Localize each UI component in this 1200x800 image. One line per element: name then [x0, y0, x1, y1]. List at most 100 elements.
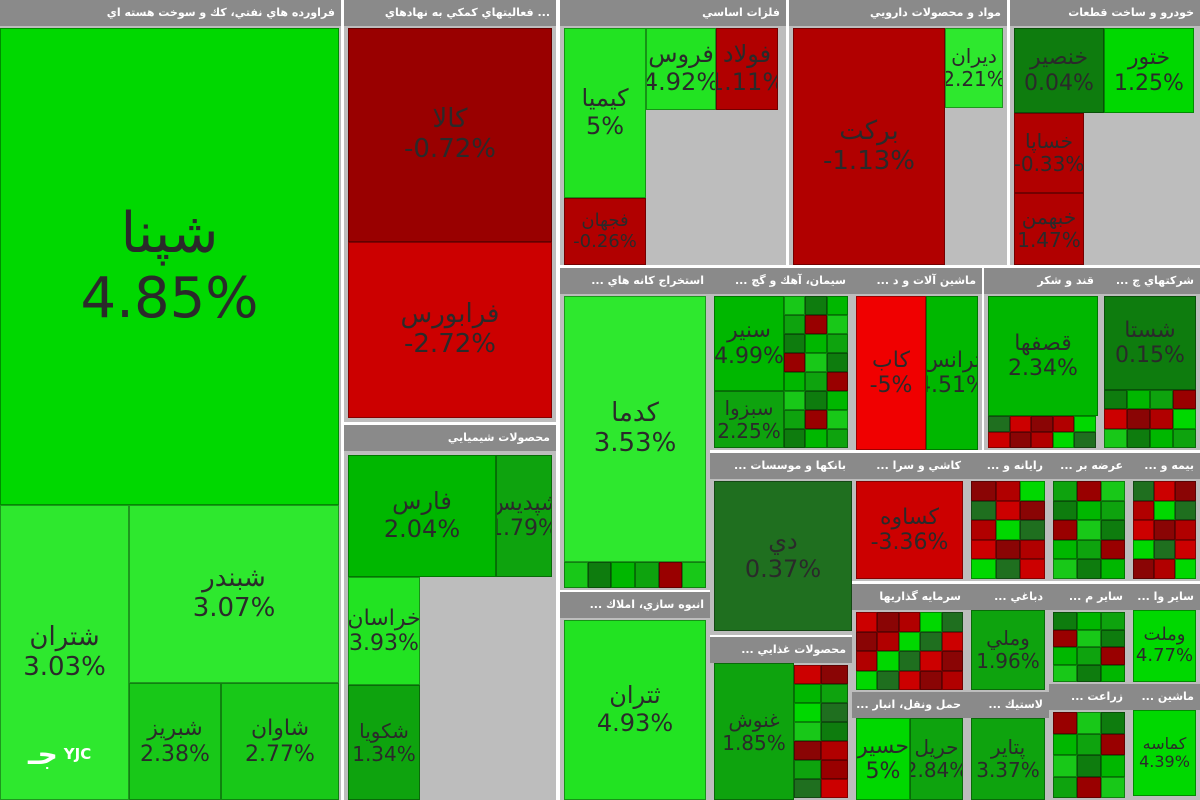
small-stock-tile[interactable]: [1074, 432, 1096, 448]
small-stock-tile[interactable]: [1154, 539, 1175, 560]
small-stock-tile[interactable]: [1101, 539, 1125, 560]
stock-tile[interactable]: كساوه -3.36%: [856, 481, 963, 579]
small-stock-tile[interactable]: [856, 651, 878, 671]
small-stock-tile[interactable]: [821, 779, 848, 798]
stock-tile[interactable]: شستا 0.15%: [1104, 296, 1196, 390]
small-stock-tile[interactable]: [877, 631, 899, 651]
sector-block[interactable]: ساير م ...: [1049, 584, 1129, 684]
small-stock-tile[interactable]: [1104, 409, 1127, 429]
small-stock-tile[interactable]: [1133, 559, 1154, 579]
stock-tile[interactable]: ختور 1.25%: [1104, 28, 1194, 113]
small-stock-tile[interactable]: [1150, 390, 1173, 410]
small-stock-tile[interactable]: [826, 315, 848, 334]
stock-tile[interactable]: شپديس1.79%: [496, 455, 552, 577]
small-stock-tile[interactable]: [941, 631, 963, 651]
small-stock-tile[interactable]: [794, 779, 821, 798]
sector-block[interactable]: بانكها و موسسات ... دي 0.37%: [710, 453, 852, 635]
small-stock-tile[interactable]: [1175, 520, 1196, 540]
small-stock-tile[interactable]: [826, 372, 848, 391]
small-stock-tile[interactable]: [1133, 520, 1154, 540]
small-stock-tile[interactable]: [821, 760, 848, 779]
small-stock-tile[interactable]: [941, 670, 963, 690]
small-stock-tile[interactable]: [794, 665, 821, 684]
small-stock-tile[interactable]: [794, 741, 821, 760]
small-stock-tile[interactable]: [1175, 539, 1196, 560]
small-stock-tile[interactable]: [805, 429, 827, 448]
small-stock-tile[interactable]: [821, 722, 848, 741]
small-stock-tile[interactable]: [1101, 776, 1125, 798]
small-stock-tile[interactable]: [1031, 432, 1053, 448]
stock-tile[interactable]: كالا -0.72%: [348, 28, 552, 242]
small-stock-tile[interactable]: [995, 500, 1021, 521]
small-stock-tile[interactable]: [1101, 629, 1125, 647]
small-stock-tile[interactable]: [877, 612, 899, 632]
stock-tile[interactable]: وملي 1.96%: [971, 610, 1045, 690]
stock-tile[interactable]: قصفها 2.34%: [988, 296, 1098, 416]
small-stock-tile[interactable]: [1052, 432, 1075, 448]
small-stock-tile[interactable]: [1127, 428, 1150, 448]
small-stock-tile[interactable]: [805, 334, 827, 353]
small-stock-tile[interactable]: [988, 416, 1010, 432]
small-stock-tile[interactable]: [1154, 481, 1175, 501]
small-stock-tile[interactable]: [1009, 416, 1032, 432]
small-stock-tile[interactable]: [1053, 520, 1077, 540]
small-stock-tile[interactable]: [920, 612, 942, 632]
small-stock-tile[interactable]: [1104, 428, 1127, 448]
small-stock-tile[interactable]: [1052, 416, 1075, 432]
small-stock-tile[interactable]: [941, 612, 963, 632]
sector-block[interactable]: ماشين آلات و د ...كاب-5%ترانس4.51%: [852, 268, 982, 450]
small-stock-tile[interactable]: [1020, 539, 1045, 560]
stock-tile[interactable]: غنوش 1.85%: [714, 663, 794, 800]
small-stock-tile[interactable]: [784, 334, 806, 353]
stock-tile[interactable]: كيميا 5%: [564, 28, 646, 198]
sector-block[interactable]: ... فعاليتهاي كمكي به نهادهاي كالا -0.72% ف…: [344, 0, 556, 422]
small-stock-tile[interactable]: [805, 315, 827, 334]
small-stock-tile[interactable]: [1009, 432, 1032, 448]
sector-block[interactable]: فراورده هاي نفتي، كك و سوخت هسته اي شپنا 4…: [0, 0, 341, 800]
stock-tile[interactable]: ثتران 4.93%: [564, 620, 706, 800]
small-stock-tile[interactable]: [821, 665, 848, 684]
small-stock-tile[interactable]: [826, 353, 848, 372]
stock-tile[interactable]: شكويا 1.34%: [348, 685, 420, 800]
small-stock-tile[interactable]: [1053, 664, 1077, 682]
small-stock-tile[interactable]: [1133, 481, 1154, 501]
small-stock-tile[interactable]: [1101, 712, 1125, 734]
small-stock-tile[interactable]: [826, 391, 848, 410]
small-stock-tile[interactable]: [1053, 559, 1077, 579]
small-stock-tile[interactable]: [1053, 612, 1077, 630]
small-stock-tile[interactable]: [1133, 500, 1154, 521]
stock-tile[interactable]: سنير 4.99%: [714, 296, 784, 391]
small-stock-tile[interactable]: [1101, 733, 1125, 755]
stock-tile[interactable]: وملت 4.77%: [1133, 610, 1196, 682]
stock-tile[interactable]: ترانس4.51%: [926, 296, 978, 450]
small-stock-tile[interactable]: [1053, 712, 1077, 734]
small-stock-tile[interactable]: [1101, 755, 1125, 777]
small-stock-tile[interactable]: [920, 651, 942, 671]
small-stock-tile[interactable]: [1173, 409, 1196, 429]
small-stock-tile[interactable]: [784, 410, 806, 429]
stock-tile[interactable]: فولاد1.11%: [716, 28, 778, 110]
small-stock-tile[interactable]: [805, 391, 827, 410]
small-stock-tile[interactable]: [821, 703, 848, 722]
small-stock-tile[interactable]: [1127, 390, 1150, 410]
small-stock-tile[interactable]: [1101, 647, 1125, 665]
stock-tile[interactable]: كماسه 4.39%: [1133, 710, 1196, 796]
small-stock-tile[interactable]: [805, 296, 827, 315]
small-stock-tile[interactable]: [1077, 733, 1101, 755]
small-stock-tile[interactable]: [856, 612, 878, 632]
stock-tile[interactable]: شبريز 2.38%: [129, 683, 221, 800]
small-stock-tile[interactable]: [611, 562, 635, 588]
small-stock-tile[interactable]: [988, 432, 1010, 448]
small-stock-tile[interactable]: [1101, 559, 1125, 579]
sector-block[interactable]: لاستيك ... پتاير 3.37%: [967, 692, 1049, 800]
small-stock-tile[interactable]: [1020, 500, 1045, 521]
small-stock-tile[interactable]: [794, 760, 821, 779]
small-stock-tile[interactable]: [1077, 776, 1101, 798]
sector-block[interactable]: رايانه و ...: [967, 453, 1049, 581]
small-stock-tile[interactable]: [1031, 416, 1053, 432]
stock-tile[interactable]: شاوان 2.77%: [221, 683, 339, 800]
small-stock-tile[interactable]: [1175, 481, 1196, 501]
stock-tile[interactable]: شتران 3.03%: [0, 505, 129, 800]
small-stock-tile[interactable]: [898, 670, 921, 690]
